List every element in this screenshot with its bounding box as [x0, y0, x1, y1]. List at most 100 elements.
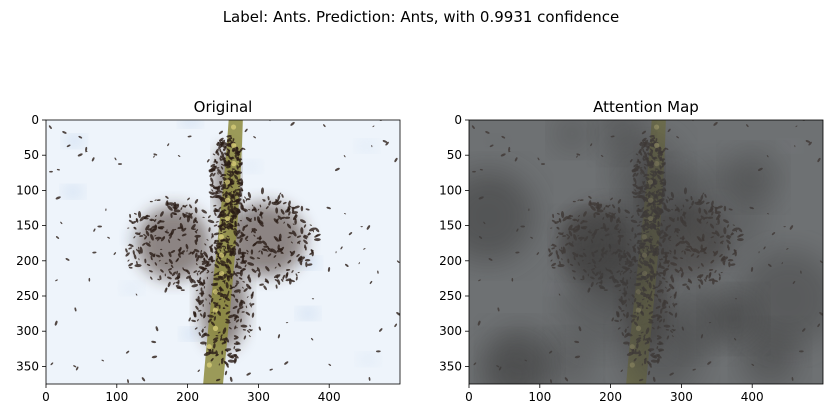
ant-speck	[215, 350, 218, 356]
ant-speck	[345, 263, 349, 267]
x-tick-label: 200	[176, 390, 199, 404]
ant-speck	[312, 229, 315, 233]
ant-speck	[758, 251, 760, 254]
ant-speck	[55, 196, 61, 200]
ant-speck	[144, 258, 147, 264]
ant-speck	[178, 250, 182, 255]
ant-speck	[794, 145, 796, 148]
ant-speck	[225, 263, 228, 269]
ant-speck	[150, 230, 153, 232]
ant-speck	[261, 216, 263, 219]
ant-speck	[540, 163, 546, 165]
ant-speck	[151, 355, 158, 359]
ant-speck	[201, 328, 204, 333]
ant-speck	[230, 353, 238, 358]
ant-speck	[195, 289, 199, 292]
ant-speck	[728, 261, 731, 268]
ant-speck	[243, 335, 247, 340]
ant-speck	[151, 228, 156, 231]
ant-speck	[219, 249, 222, 252]
branch-highlight	[218, 270, 225, 277]
ant-speck	[251, 204, 254, 207]
ant-speck	[221, 163, 224, 166]
ant-speck	[137, 249, 141, 255]
ant-speck	[273, 236, 279, 241]
ant-speck	[114, 157, 117, 161]
ant-speck	[231, 200, 236, 203]
ant-speck	[311, 250, 314, 257]
ant-speck	[230, 136, 233, 140]
ant-speck	[300, 205, 304, 212]
ant-speck	[253, 227, 258, 231]
ant-speck	[180, 289, 185, 292]
ant-speck	[220, 166, 224, 170]
ant-speck	[227, 290, 230, 295]
ant-speck	[265, 206, 269, 210]
ant-speck	[167, 202, 175, 206]
ant-speck	[154, 235, 157, 237]
ant-speck	[250, 249, 254, 255]
ant-speck	[605, 205, 608, 208]
ant-speck	[246, 372, 251, 376]
ant-speck	[202, 216, 205, 218]
ant-speck	[189, 204, 193, 209]
ant-speck	[680, 271, 684, 278]
ant-speck	[227, 142, 230, 147]
ant-speck	[311, 298, 315, 300]
ground-shadow	[180, 120, 201, 127]
ant-speck	[552, 213, 555, 219]
ant-speck	[213, 343, 216, 349]
ant-speck	[676, 136, 679, 139]
ant-speck	[566, 217, 572, 220]
ant-speck	[149, 200, 153, 203]
ant-speck	[714, 270, 717, 273]
ground-shadow	[722, 257, 743, 269]
ant-speck	[218, 206, 222, 210]
ant-speck	[246, 283, 251, 290]
ant-speck	[220, 260, 226, 264]
ant-speck	[203, 326, 207, 328]
ant-speck	[240, 299, 246, 304]
ant-speck	[217, 172, 219, 175]
ant-speck	[285, 322, 289, 324]
branch-highlight	[218, 234, 224, 240]
ant-speck	[135, 293, 138, 296]
ant-speck	[155, 326, 159, 332]
ant-speck	[309, 252, 313, 255]
ant-speck	[247, 274, 250, 279]
ant-speck	[246, 296, 249, 298]
ant-speck	[228, 172, 232, 177]
ant-speck	[230, 191, 232, 194]
ant-speck	[291, 211, 299, 214]
ant-speck	[157, 226, 165, 230]
ant-speck	[210, 177, 214, 183]
ant-speck	[226, 244, 230, 246]
ant-speck	[244, 264, 247, 268]
ant-speck	[260, 187, 264, 195]
ant-speck	[253, 234, 256, 237]
ant-speck	[217, 310, 221, 315]
ant-speck	[219, 155, 226, 160]
ant-speck	[230, 193, 235, 200]
ant-speck	[199, 313, 203, 317]
ant-speck	[237, 166, 241, 168]
ant-speck	[91, 157, 95, 162]
ant-speck	[259, 283, 264, 286]
ant-speck	[224, 246, 227, 250]
ant-speck	[231, 170, 234, 175]
ant-speck	[309, 224, 312, 226]
ant-speck	[219, 180, 222, 186]
branch-highlight	[225, 215, 231, 222]
y-tick-label: 350	[439, 359, 462, 373]
ant-speck	[789, 225, 794, 230]
ant-speck	[256, 267, 261, 273]
ant-speck	[596, 209, 604, 213]
ant-speck	[171, 271, 177, 277]
ant-speck	[228, 209, 231, 215]
ant-speck	[258, 250, 261, 253]
ant-speck	[478, 279, 481, 282]
ant-speck	[256, 216, 261, 224]
ant-speck	[209, 247, 214, 253]
ant-speck	[226, 161, 228, 165]
ant-speck	[190, 212, 193, 216]
